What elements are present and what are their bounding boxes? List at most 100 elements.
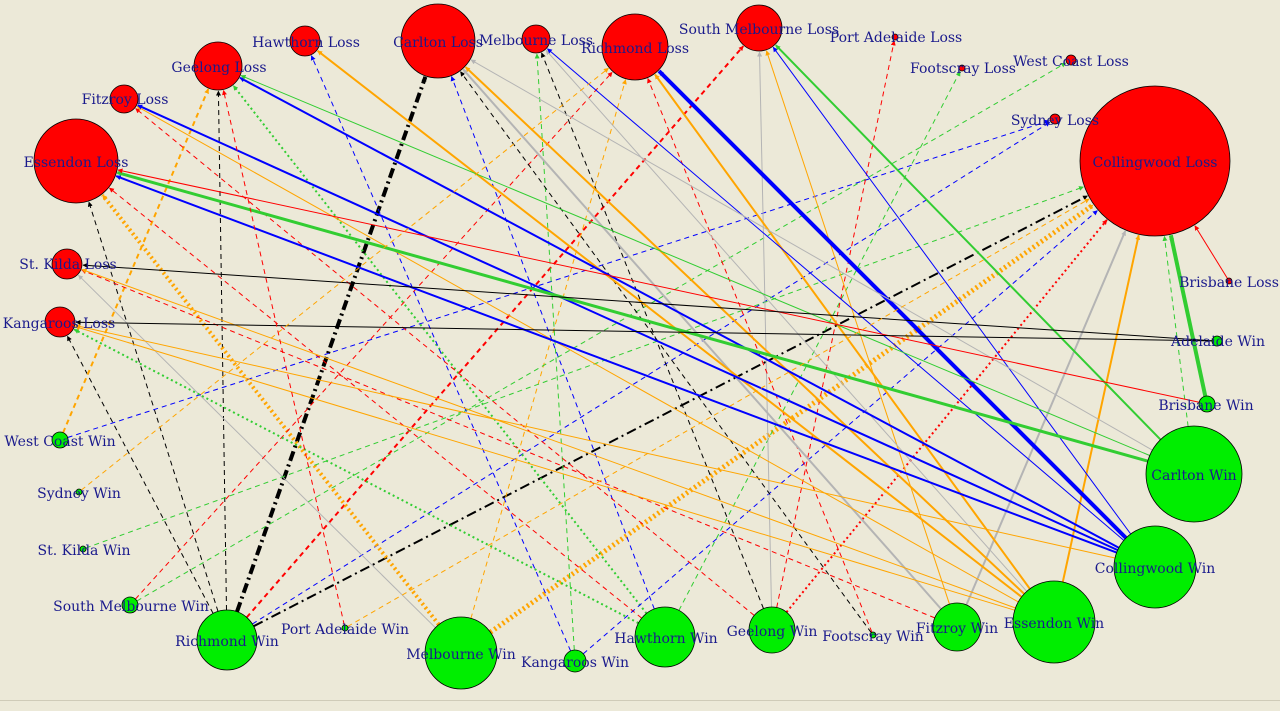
node-label-stkilda-loss: St. Kilda Loss <box>19 257 116 273</box>
edge-hawthorn_win-to-geelong_loss <box>232 85 648 615</box>
edge-kangaroos_win-to-melbourne_loss <box>534 53 575 651</box>
node-fitzroy-loss[interactable] <box>109 84 139 114</box>
edge-collingwood_win-to-melbourne_loss <box>547 48 1125 541</box>
edge-footscray_win-to-carlton_loss <box>460 71 872 633</box>
node-geelong-loss[interactable] <box>193 41 243 91</box>
edge-layer <box>62 40 1228 655</box>
edge-carlton_win-to-southmelb_loss <box>775 44 1162 441</box>
node-essendon-win[interactable] <box>1012 580 1096 664</box>
edge-carlton_win-to-collingwood_loss <box>1162 235 1189 427</box>
node-southmelb-win[interactable] <box>121 596 139 614</box>
node-label-essendon-win: Essendon Win <box>1004 616 1104 632</box>
node-label-stkilda-win: St. Kilda Win <box>38 543 131 559</box>
edge-hawthorn_win-to-footscray_loss <box>678 71 961 611</box>
node-kangaroos-win[interactable] <box>563 649 587 673</box>
node-label-richmond-win: Richmond Win <box>175 634 279 650</box>
edge-adelaide_win-to-kangaroos_loss <box>75 319 1213 342</box>
edge-kangaroos_win-to-hawthorn_loss <box>310 55 572 652</box>
edge-westcoast_win-to-geelong_loss <box>62 88 210 433</box>
node-label-richmond-loss: Richmond Loss <box>581 41 689 57</box>
node-label-collingwood-loss: Collingwood Loss <box>1093 155 1218 171</box>
edge-essendon_win-to-stkilda_loss <box>81 268 1016 609</box>
node-label-fitzroy-win: Fitzroy Win <box>916 621 998 637</box>
node-label-melbourne-loss: Melbourne Loss <box>479 33 593 49</box>
edge-collingwood_win-to-geelong_loss <box>239 76 1120 549</box>
edge-essendon_win-to-kangaroos_loss <box>74 325 1015 611</box>
node-portadel-loss[interactable] <box>891 33 899 41</box>
edge-richmond_win-to-geelong_loss <box>215 90 227 611</box>
edge-collingwood_win-to-southmelb_loss <box>772 46 1132 535</box>
node-label-geelong-loss: Geelong Loss <box>171 60 266 76</box>
edge-fitzroy_win-to-carlton_loss <box>462 68 942 610</box>
node-collingwood-loss[interactable] <box>1079 85 1231 237</box>
node-layer <box>33 3 1243 690</box>
window-bottom-edge <box>0 700 1280 711</box>
node-brisbane-win[interactable] <box>1198 395 1216 413</box>
node-label-carlton-win: Carlton Win <box>1151 468 1236 484</box>
node-carlton-loss[interactable] <box>400 3 476 79</box>
edge-geelong_win-to-melbourne_loss <box>540 52 764 609</box>
node-label-portadel-win: Port Adelaide Win <box>281 622 409 638</box>
edge-essendon_win-to-carlton_loss <box>464 66 1025 595</box>
node-hawthorn-win[interactable] <box>634 606 696 668</box>
node-westcoast-win[interactable] <box>51 431 69 449</box>
node-fitzroy-win[interactable] <box>932 602 982 652</box>
edge-essendon_win-to-richmond_loss <box>654 73 1031 590</box>
node-brisbane-loss[interactable] <box>1225 277 1233 285</box>
edge-sydney_win-to-richmond_loss <box>80 67 609 491</box>
node-kangaroos-loss[interactable] <box>44 306 76 338</box>
edge-brisbane_win-to-collingwood_loss <box>1168 234 1208 397</box>
edge-geelong_win-to-fitzroy_loss <box>135 108 755 616</box>
edge-brisbane_win-to-essendon_loss <box>117 168 1200 403</box>
edge-geelong_win-to-southmelb_loss <box>757 51 772 608</box>
node-melbourne-win[interactable] <box>424 616 498 690</box>
node-portadel-win[interactable] <box>341 624 349 632</box>
node-sydney-win[interactable] <box>75 488 83 496</box>
edge-carlton_win-to-geelong_loss <box>240 75 1150 456</box>
edge-richmond_win-to-sydney_loss <box>252 121 1051 625</box>
edge-westcoast_win-to-sydney_loss <box>67 119 1050 438</box>
edge-essendon_win-to-fitzroy_loss <box>136 105 1019 603</box>
node-footscray-win[interactable] <box>869 631 877 639</box>
edge-portadel_win-to-geelong_loss <box>222 89 345 626</box>
node-label-brisbane-win: Brisbane Win <box>1158 398 1253 414</box>
node-label-kangaroos-win: Kangaroos Win <box>521 655 629 671</box>
edge-richmond_win-to-southmelb_loss <box>245 45 745 619</box>
node-westcoast-loss[interactable] <box>1065 54 1077 66</box>
node-richmond-win[interactable] <box>196 609 258 671</box>
node-melbourne-loss[interactable] <box>521 24 551 54</box>
node-adelaide-win[interactable] <box>1211 335 1223 347</box>
edge-hawthorn_win-to-kangaroos_loss <box>73 328 639 624</box>
node-label-westcoast-loss: West Coast Loss <box>1013 54 1129 70</box>
node-geelong-win[interactable] <box>748 606 796 654</box>
edge-collingwood_win-to-richmond_loss <box>657 69 1128 540</box>
node-sydney-loss[interactable] <box>1049 113 1061 125</box>
node-label-brisbane-loss: Brisbane Loss <box>1179 275 1279 291</box>
node-label-adelaide-win: Adelaide Win <box>1170 334 1265 350</box>
edge-southmelb_win-to-richmond_loss <box>135 71 613 600</box>
node-stkilda-win[interactable] <box>79 545 87 553</box>
node-essendon-loss[interactable] <box>33 118 119 204</box>
edge-adelaide_win-to-stkilda_loss <box>82 262 1213 342</box>
edge-essendon_win-to-melbourne_loss <box>545 49 1028 592</box>
edge-collingwood_win-to-fitzroy_loss <box>137 104 1119 552</box>
edge-fitzroy_win-to-stkilda_loss <box>81 269 935 619</box>
node-footscray-loss[interactable] <box>958 64 966 72</box>
node-hawthorn-loss[interactable] <box>289 25 321 57</box>
node-collingwood-win[interactable] <box>1113 525 1197 609</box>
node-label-portadel-loss: Port Adelaide Loss <box>830 30 963 46</box>
edge-essendon_win-to-hawthorn_loss <box>316 50 1023 598</box>
node-label-westcoast-win: West Coast Win <box>4 434 115 450</box>
edge-hawthorn_win-to-essendon_loss <box>109 187 643 619</box>
node-label-geelong-win: Geelong Win <box>727 624 818 640</box>
node-stkilda-loss[interactable] <box>51 248 83 280</box>
node-carlton-win[interactable] <box>1145 425 1243 523</box>
node-label-fitzroy-loss: Fitzroy Loss <box>82 92 169 108</box>
node-southmelb-loss[interactable] <box>735 4 783 52</box>
node-richmond-loss[interactable] <box>601 13 669 81</box>
edge-carlton_win-to-essendon_loss <box>116 171 1149 463</box>
edge-melbourne_win-to-collingwood_loss <box>488 202 1095 635</box>
node-label-southmelb-win: South Melbourne Win <box>53 599 209 615</box>
edge-melbourne_win-to-essendon_loss <box>100 193 441 626</box>
